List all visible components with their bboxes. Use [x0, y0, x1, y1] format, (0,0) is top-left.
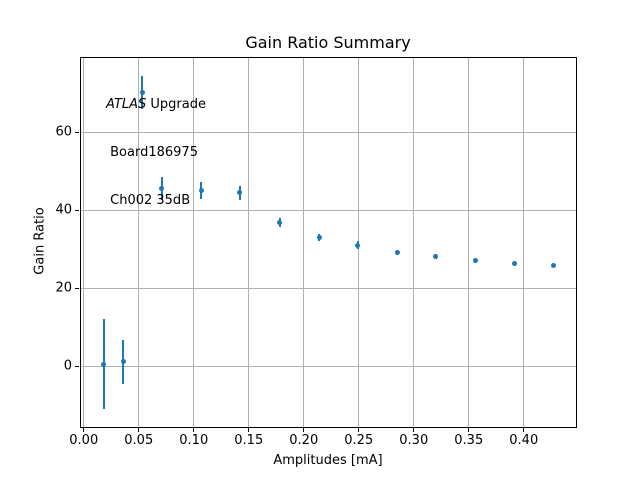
plot-area: ATLAS Upgrade Board186975 Ch002 35dB [80, 57, 577, 428]
data-point-marker [120, 359, 126, 365]
x-gridline [138, 58, 140, 427]
y-tick-mark [75, 131, 79, 133]
x-tick-mark [302, 428, 304, 432]
x-tick-mark [357, 428, 359, 432]
data-point-marker [394, 249, 400, 255]
x-tick-label: 0.40 [509, 433, 539, 448]
y-gridline [81, 366, 576, 368]
x-tick-label: 0.35 [454, 433, 484, 448]
annotation-line-1: ATLAS Upgrade [106, 97, 206, 113]
data-point-marker [512, 261, 518, 267]
data-point-marker [139, 90, 145, 96]
x-gridline [248, 58, 250, 427]
x-gridline [303, 58, 305, 427]
data-point-marker [550, 263, 556, 268]
x-gridline [523, 58, 525, 427]
y-tick-label: 0 [63, 358, 72, 374]
data-point-marker [237, 190, 243, 196]
x-gridline [413, 58, 415, 427]
x-gridline [468, 58, 470, 427]
annotation-atlas: ATLAS [106, 97, 147, 112]
data-point-marker [198, 188, 204, 194]
y-gridline [81, 132, 576, 134]
data-point-marker [101, 361, 107, 367]
x-tick-mark [137, 428, 139, 432]
x-tick-label: 0.25 [344, 433, 374, 448]
annotation-upgrade: Upgrade [146, 97, 206, 112]
x-tick-label: 0.00 [69, 433, 99, 448]
x-tick-mark [412, 428, 414, 432]
x-tick-label: 0.15 [234, 433, 264, 448]
x-axis-label: Amplitudes [mA] [273, 453, 383, 468]
data-point-marker [355, 242, 361, 248]
x-tick-label: 0.05 [124, 433, 154, 448]
y-tick-label: 20 [55, 280, 72, 296]
data-point-marker [433, 254, 439, 260]
chart-title: Gain Ratio Summary [245, 33, 411, 52]
data-point-marker [472, 258, 478, 264]
y-tick-mark [75, 287, 79, 289]
x-tick-label: 0.10 [179, 433, 209, 448]
x-tick-mark [247, 428, 249, 432]
x-tick-mark [192, 428, 194, 432]
x-gridline [83, 58, 85, 427]
x-gridline [358, 58, 360, 427]
annotation-text: ATLAS Upgrade Board186975 Ch002 35dB [106, 65, 206, 241]
data-point-marker [316, 234, 322, 240]
y-tick-mark [75, 365, 79, 367]
annotation-line-2: Board186975 [106, 145, 198, 160]
annotation-line-3: Ch002 35dB [106, 193, 191, 208]
x-tick-label: 0.20 [289, 433, 319, 448]
y-gridline [81, 288, 576, 290]
y-gridline [81, 210, 576, 212]
y-tick-label: 40 [55, 202, 72, 218]
y-tick-label: 60 [55, 124, 72, 140]
x-tick-mark [467, 428, 469, 432]
data-point-marker [277, 220, 283, 226]
x-tick-mark [82, 428, 84, 432]
data-point-marker [159, 185, 165, 191]
x-tick-label: 0.30 [399, 433, 429, 448]
y-tick-mark [75, 209, 79, 211]
x-tick-mark [522, 428, 524, 432]
x-gridline [193, 58, 195, 427]
